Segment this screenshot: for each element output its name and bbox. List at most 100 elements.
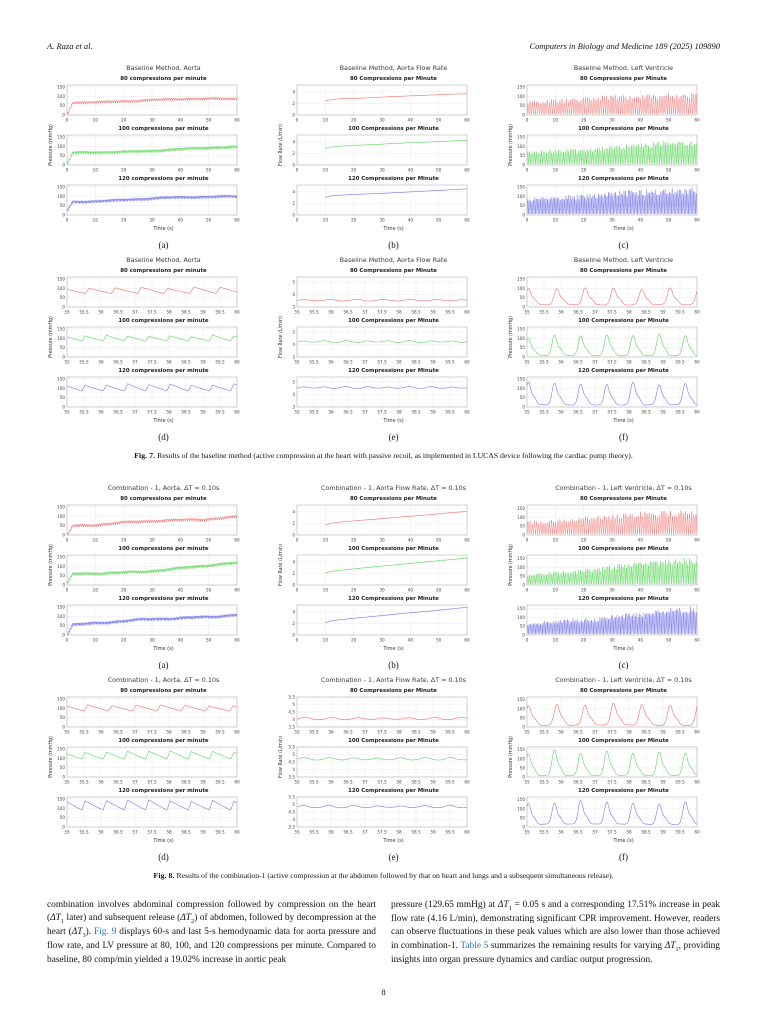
x-tick-label: 0 bbox=[66, 168, 69, 173]
y-tick-label: 4.5 bbox=[288, 760, 295, 765]
panel-plot: 0 10 20 30 40 50 60 0 50 100 150 bbox=[57, 504, 240, 542]
y-tick-label: 4 bbox=[292, 559, 295, 564]
x-tick-label: 59.5 bbox=[675, 730, 685, 735]
panel-plot: 0 10 20 30 40 50 60 0 50 100 150 bbox=[57, 554, 240, 593]
x-tick-label: 57.5 bbox=[377, 830, 387, 835]
x-tick-label: 60 bbox=[234, 780, 240, 785]
x-tick-label: 58 bbox=[396, 410, 402, 415]
y-tick-label: 0 bbox=[62, 725, 65, 730]
y-tick-label: 0 bbox=[62, 775, 65, 780]
x-tick-label: 57 bbox=[362, 830, 368, 835]
x-tick-label: 58.5 bbox=[411, 360, 421, 365]
y-tick-label: 50 bbox=[60, 523, 66, 528]
x-tick-label: 55 bbox=[294, 730, 300, 735]
x-tick-label: 50 bbox=[666, 168, 672, 173]
subplot-group-d: Combination - 1, Aorta, ΔT = 0.10s Pressu… bbox=[47, 676, 260, 862]
waveform-red bbox=[325, 93, 468, 102]
x-tick-label: 55 bbox=[524, 730, 530, 735]
axes-border bbox=[296, 696, 468, 728]
panel-title: 120 compressions per minute bbox=[118, 176, 209, 182]
x-tick-label: 20 bbox=[121, 118, 127, 123]
y-tick-label: 5 bbox=[292, 752, 295, 757]
x-tick-label: 57.5 bbox=[607, 410, 617, 415]
x-tick-label: 55.5 bbox=[79, 780, 89, 785]
y-axis-label: Pressure (mmHg) bbox=[49, 316, 54, 358]
y-tick-label: 150 bbox=[517, 747, 525, 752]
y-tick-label: 50 bbox=[520, 295, 526, 300]
x-tick-label: 20 bbox=[351, 588, 357, 593]
panel: 80 Compressions per Minute 55 55.5 56 56.5 57… bbox=[277, 688, 490, 737]
x-tick-label: 59.5 bbox=[675, 410, 685, 415]
y-tick-label: 4 bbox=[292, 342, 295, 347]
x-axis-label: Time (s) bbox=[613, 646, 634, 652]
x-tick-label: 30 bbox=[149, 218, 155, 223]
waveform-blue bbox=[526, 800, 698, 825]
x-tick-label: 0 bbox=[66, 118, 69, 123]
panel-plot: 55 55.5 56 56.5 57 57.5 58 58.5 59 59.5 60 3 4 5 bbox=[292, 276, 470, 315]
subplot-title: Combination - 1, Aorta Flow Rate, ΔT = 0… bbox=[321, 676, 466, 684]
axes-border bbox=[526, 376, 698, 408]
y-tick-label: 0 bbox=[522, 533, 525, 538]
x-tick-label: 57.5 bbox=[377, 780, 387, 785]
panel-plot: 0 10 20 30 40 50 60 0 2 4 bbox=[292, 604, 470, 643]
y-tick-label: 3 bbox=[292, 405, 295, 410]
x-tick-label: 55.5 bbox=[539, 410, 549, 415]
panel-plot: 55 55.5 56 56.5 57 57.5 58 58.5 59 59.5 60 0 50 100 15… bbox=[57, 696, 240, 735]
y-axis-label: Flow Rate (L/min) bbox=[279, 123, 284, 167]
x-tick-label: 59 bbox=[430, 730, 436, 735]
x-tick-label: 56 bbox=[98, 310, 104, 315]
fig-9-link[interactable]: Fig. 9 bbox=[93, 927, 117, 938]
x-tick-label: 30 bbox=[609, 538, 615, 543]
axes-border bbox=[66, 184, 238, 216]
figure-7-caption-text: Results of the baseline method (active c… bbox=[157, 451, 633, 460]
axes-border bbox=[66, 746, 238, 778]
panel: 100 compressions per minute 0 10 20 30 40 50 60… bbox=[47, 546, 260, 595]
y-tick-label: 100 bbox=[517, 515, 525, 520]
panel: 100 compressions per minute 55 55.5 56 56.5 5… bbox=[47, 738, 260, 787]
axes-border bbox=[526, 554, 698, 586]
journal-citation: Computers in Biology and Medicine 189 (2… bbox=[529, 41, 720, 51]
panel: 120 Compressions per Minute 0 10 20 30 40 50 60… bbox=[507, 596, 720, 645]
x-tick-label: 0 bbox=[526, 538, 529, 543]
x-tick-label: 50 bbox=[666, 588, 672, 593]
x-tick-label: 56 bbox=[328, 780, 334, 785]
x-tick-label: 60 bbox=[234, 830, 240, 835]
x-tick-label: 59.5 bbox=[675, 310, 685, 315]
x-tick-label: 50 bbox=[666, 638, 672, 643]
math-subscript: 1 bbox=[675, 945, 679, 953]
panel-plot: 55 55.5 56 56.5 57 57.5 58 58.5 59 59.5 60 0 50 100 15… bbox=[517, 376, 700, 415]
x-tick-label: 56 bbox=[98, 360, 104, 365]
y-tick-label: 100 bbox=[57, 386, 65, 391]
y-tick-label: 50 bbox=[520, 153, 526, 158]
x-tick-label: 58 bbox=[166, 730, 172, 735]
x-tick-label: 55.5 bbox=[309, 310, 319, 315]
x-tick-label: 0 bbox=[66, 588, 69, 593]
axes-border bbox=[66, 554, 238, 586]
x-tick-label: 56.5 bbox=[573, 410, 583, 415]
y-tick-label: 50 bbox=[60, 765, 66, 770]
waveform-green bbox=[526, 333, 697, 357]
x-tick-label: 57.5 bbox=[377, 360, 387, 365]
y-tick-label: 0 bbox=[522, 633, 525, 638]
x-tick-label: 30 bbox=[149, 168, 155, 173]
x-tick-label: 60 bbox=[694, 360, 700, 365]
y-tick-label: 0 bbox=[62, 355, 65, 360]
x-tick-label: 60 bbox=[464, 168, 470, 173]
y-axis-label: Pressure (mmHg) bbox=[509, 316, 514, 358]
x-tick-label: 59 bbox=[200, 310, 206, 315]
y-tick-label: 4 bbox=[292, 189, 295, 194]
waveform-green bbox=[526, 749, 698, 777]
waveform-red bbox=[66, 704, 238, 712]
panel: 100 compressions per minute 0 10 20 30 40 50 60… bbox=[47, 126, 260, 175]
table-5-link[interactable]: Table 5 bbox=[460, 940, 489, 951]
x-tick-label: 56.5 bbox=[573, 780, 583, 785]
waveform-red bbox=[526, 702, 698, 726]
x-tick-label: 57.5 bbox=[377, 310, 387, 315]
x-tick-label: 56.5 bbox=[573, 830, 583, 835]
panel: 100 compressions per minute 55 55.5 56 56.5 5… bbox=[47, 318, 260, 367]
x-tick-label: 30 bbox=[609, 218, 615, 223]
x-tick-label: 56 bbox=[328, 360, 334, 365]
subplot-group-a: Combination - 1, Aorta, ΔT = 0.10s Pressu… bbox=[47, 484, 260, 670]
x-tick-label: 58.5 bbox=[411, 830, 421, 835]
y-tick-label: 100 bbox=[57, 194, 65, 199]
